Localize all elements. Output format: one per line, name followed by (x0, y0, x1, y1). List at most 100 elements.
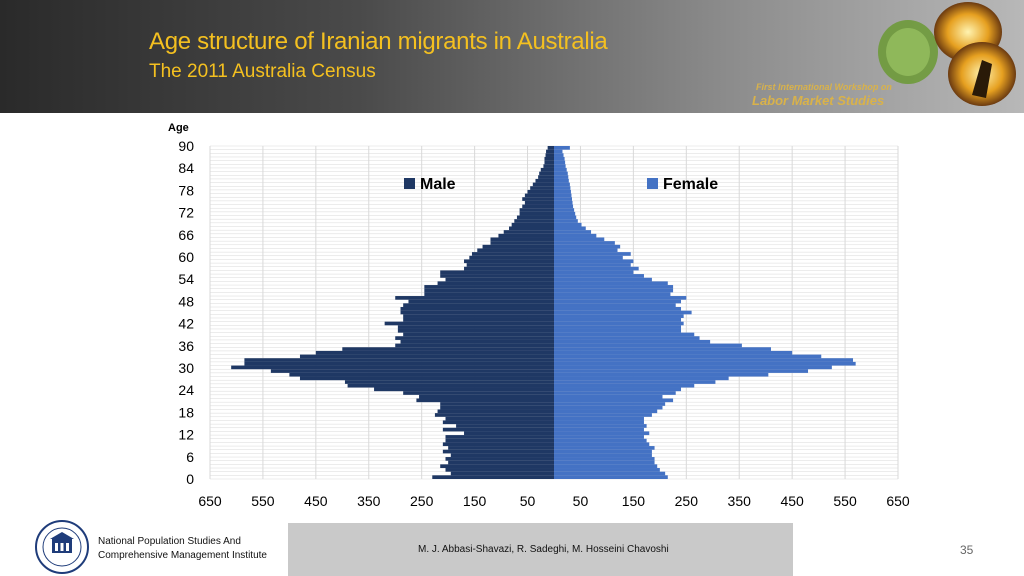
slide-title: Age structure of Iranian migrants in Aus… (149, 28, 608, 55)
female-bar (554, 325, 682, 329)
male-bar (244, 358, 554, 362)
female-bar (554, 369, 809, 373)
male-bar (522, 204, 554, 209)
female-bar (554, 160, 566, 165)
female-bar (554, 277, 652, 282)
male-bar (437, 409, 554, 414)
footer-bar (288, 523, 793, 576)
female-bar (554, 167, 567, 172)
female-bar (554, 226, 586, 231)
male-bar (440, 270, 554, 275)
male-bar (544, 160, 554, 165)
female-bar (554, 416, 644, 421)
male-bar (270, 369, 554, 373)
male-bar (535, 178, 554, 183)
male-bar (440, 405, 554, 410)
x-tick-label: 250 (410, 493, 434, 509)
female-bar (554, 296, 687, 300)
female-bar (554, 347, 771, 351)
male-bar (448, 460, 554, 465)
female-bar (554, 435, 644, 439)
female-bar (554, 350, 793, 355)
female-bar (554, 405, 663, 410)
female-bar (554, 427, 644, 432)
male-bar (419, 394, 554, 399)
x-axis-ticks: 650 550 450 350 250 150 50 50 150 250 350 450 550 650 (198, 493, 910, 509)
male-bar (289, 372, 554, 377)
y-tick-label: 42 (178, 316, 194, 332)
female-bar (554, 317, 682, 322)
male-bar (511, 222, 554, 227)
institute-logo (35, 520, 89, 574)
female-bar (554, 446, 655, 450)
female-bar (554, 310, 692, 315)
female-bar (554, 230, 592, 234)
male-bar (403, 332, 554, 337)
male-bar (544, 156, 554, 161)
y-tick-label: 6 (186, 449, 194, 465)
male-bar (450, 471, 554, 476)
male-bar (503, 230, 554, 234)
female-bar (554, 266, 639, 271)
male-bar (464, 431, 554, 436)
female-bar (554, 365, 832, 370)
female-bar (554, 248, 618, 253)
male-bar (456, 424, 554, 428)
female-bar (554, 149, 563, 154)
female-bar (554, 233, 597, 238)
y-tick-label: 18 (178, 404, 194, 420)
footer-authors: M. J. Abbasi-Shavazi, R. Sadeghi, M. Hos… (418, 544, 669, 555)
male-bar (315, 350, 554, 355)
female-bar (554, 241, 615, 245)
female-bar (554, 376, 729, 381)
male-bar (498, 233, 554, 238)
female-bar (554, 215, 577, 220)
female-bar (554, 380, 716, 384)
female-bar (554, 438, 647, 443)
male-bar (374, 387, 554, 392)
male-bar (445, 435, 554, 439)
male-bar (516, 215, 554, 220)
legend-female-swatch (647, 178, 658, 189)
female-bar (554, 383, 695, 388)
workshop-title-line1: First International Workshop on (756, 82, 892, 92)
female-bar (554, 442, 650, 447)
female-bar (554, 146, 570, 150)
male-bar (397, 325, 554, 329)
female-bar (554, 281, 668, 286)
x-tick-label: 50 (520, 493, 536, 509)
population-pyramid-chart: 650 550 450 350 250 150 50 50 150 250 350 450 550 650… (168, 122, 910, 509)
female-bar (554, 219, 578, 223)
female-bar (554, 387, 682, 392)
male-bar (545, 153, 554, 157)
female-bar (554, 164, 566, 168)
male-bar (384, 321, 554, 326)
male-bar (471, 252, 554, 256)
male-bar (424, 288, 554, 293)
female-bar (554, 193, 572, 198)
male-bar (532, 182, 554, 187)
x-tick-label: 450 (780, 493, 804, 509)
female-bar (554, 178, 569, 183)
y-tick-label: 0 (186, 471, 194, 487)
workshop-banner-image (878, 2, 1016, 106)
female-bar (554, 449, 652, 454)
x-tick-label: 250 (675, 493, 699, 509)
male-bar (403, 314, 554, 318)
female-bar (554, 409, 658, 414)
female-bar (554, 402, 666, 406)
male-bar (432, 475, 554, 479)
male-bar (442, 420, 554, 425)
male-bar (445, 468, 554, 472)
male-bar (448, 446, 554, 450)
female-bar (554, 464, 658, 469)
y-tick-label: 12 (178, 427, 194, 443)
male-bar (400, 307, 554, 311)
male-bar (464, 266, 554, 271)
male-bar (440, 274, 554, 278)
male-bar (482, 244, 554, 249)
female-bar (554, 328, 682, 333)
slide-header: Age structure of Iranian migrants in Aus… (0, 0, 1024, 113)
x-tick-label: 50 (573, 493, 589, 509)
female-bar (554, 471, 666, 476)
